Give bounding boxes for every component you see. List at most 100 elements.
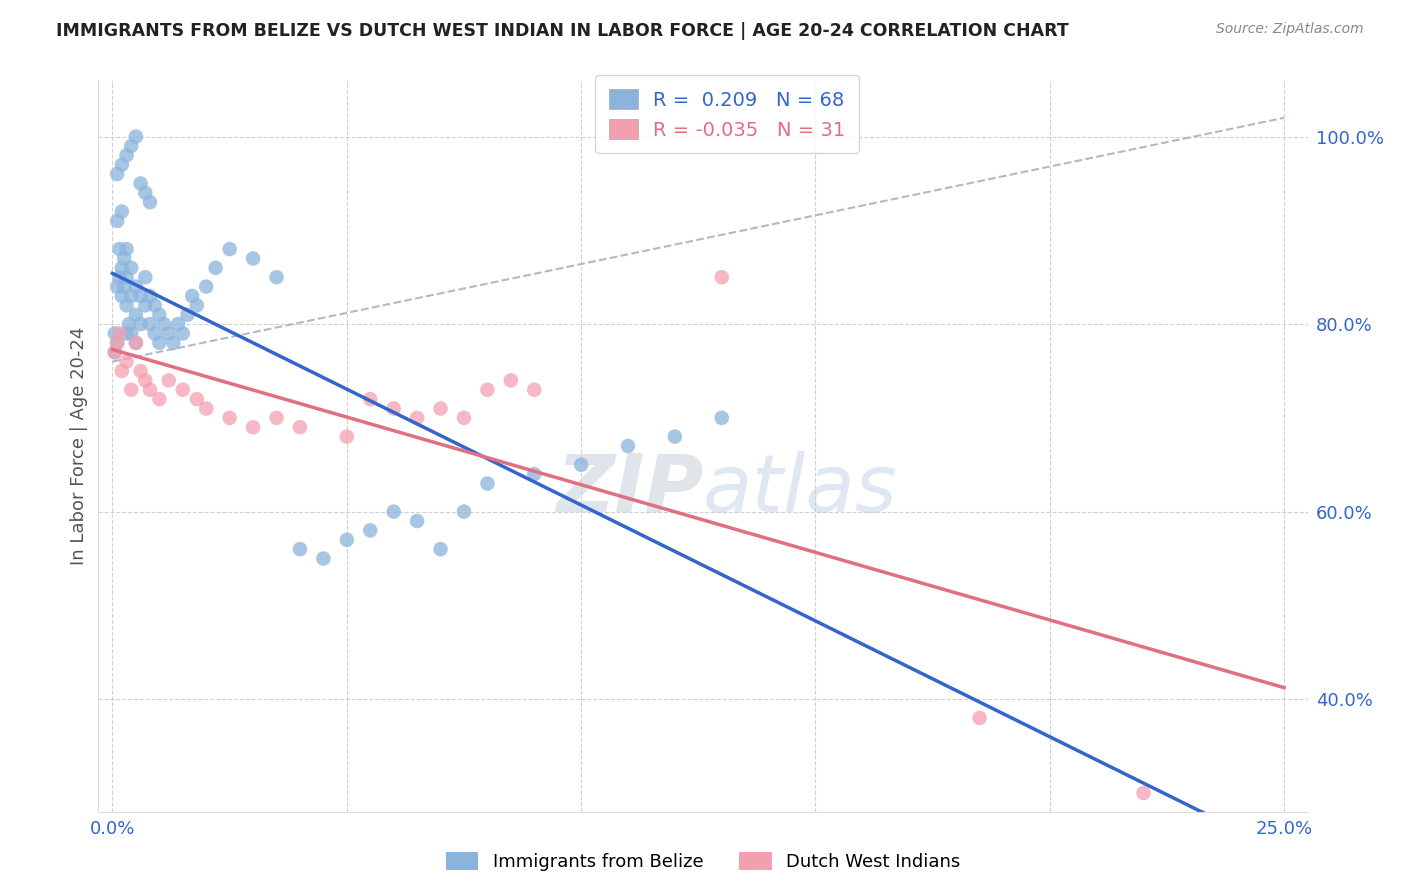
Point [569, 458, 592, 472]
Point [115, 354, 138, 368]
Point [134, 186, 156, 200]
Point [288, 542, 311, 557]
Point [336, 429, 359, 443]
Point [195, 279, 218, 293]
Point [176, 308, 198, 322]
Point [104, 326, 127, 341]
Point [139, 195, 162, 210]
Point [105, 214, 128, 228]
Point [382, 401, 405, 416]
Point [143, 326, 166, 341]
Point [477, 383, 499, 397]
Point [204, 260, 226, 275]
Point [112, 252, 135, 266]
Point [125, 335, 148, 350]
Point [242, 420, 264, 434]
Point [162, 335, 184, 350]
Point [104, 345, 127, 359]
Point [157, 373, 180, 387]
Text: IMMIGRANTS FROM BELIZE VS DUTCH WEST INDIAN IN LABOR FORCE | AGE 20-24 CORRELATI: IMMIGRANTS FROM BELIZE VS DUTCH WEST IND… [56, 22, 1069, 40]
Point [129, 317, 152, 331]
Point [157, 326, 180, 341]
Point [111, 204, 134, 219]
Point [115, 270, 138, 285]
Point [172, 383, 194, 397]
Point [523, 467, 546, 482]
Point [167, 317, 190, 331]
Point [115, 298, 138, 312]
Point [129, 289, 152, 303]
Point [710, 270, 733, 285]
Point [359, 392, 381, 406]
Point [111, 260, 134, 275]
Point [181, 289, 204, 303]
Point [453, 505, 475, 519]
Point [105, 335, 128, 350]
Point [125, 308, 148, 322]
Point [112, 279, 135, 293]
Point [108, 270, 131, 285]
Point [139, 289, 162, 303]
Point [664, 429, 686, 443]
Point [710, 410, 733, 425]
Point [108, 326, 131, 341]
Point [143, 298, 166, 312]
Point [111, 158, 134, 172]
Text: Source: ZipAtlas.com: Source: ZipAtlas.com [1216, 22, 1364, 37]
Point [129, 364, 152, 378]
Point [453, 410, 475, 425]
Point [218, 410, 240, 425]
Text: atlas: atlas [703, 450, 898, 529]
Point [105, 335, 128, 350]
Point [406, 410, 429, 425]
Point [108, 242, 131, 256]
Point [115, 148, 138, 162]
Point [111, 364, 134, 378]
Point [125, 279, 148, 293]
Point [359, 524, 381, 538]
Point [336, 533, 359, 547]
Point [429, 542, 451, 557]
Point [499, 373, 522, 387]
Point [406, 514, 429, 528]
Point [523, 383, 546, 397]
Point [139, 317, 162, 331]
Point [115, 326, 138, 341]
Point [477, 476, 499, 491]
Point [120, 260, 142, 275]
Point [148, 308, 170, 322]
Point [139, 383, 162, 397]
Point [134, 373, 156, 387]
Legend: Immigrants from Belize, Dutch West Indians: Immigrants from Belize, Dutch West India… [439, 845, 967, 879]
Point [195, 401, 218, 416]
Point [312, 551, 335, 566]
Text: ZIP: ZIP [555, 450, 703, 529]
Point [134, 270, 156, 285]
Point [242, 252, 264, 266]
Point [120, 289, 142, 303]
Point [120, 326, 142, 341]
Point [288, 420, 311, 434]
Point [186, 392, 208, 406]
Point [134, 298, 156, 312]
Y-axis label: In Labor Force | Age 20-24: In Labor Force | Age 20-24 [70, 326, 89, 566]
Point [129, 177, 152, 191]
Legend: R =  0.209   N = 68, R = -0.035   N = 31: R = 0.209 N = 68, R = -0.035 N = 31 [595, 75, 859, 153]
Point [617, 439, 640, 453]
Point [105, 167, 128, 181]
Point [120, 139, 142, 153]
Point [118, 317, 141, 331]
Point [148, 335, 170, 350]
Point [266, 270, 288, 285]
Point [104, 345, 127, 359]
Point [186, 298, 208, 312]
Point [111, 289, 134, 303]
Point [105, 279, 128, 293]
Point [1132, 786, 1154, 800]
Point [120, 383, 142, 397]
Point [218, 242, 240, 256]
Point [148, 392, 170, 406]
Point [266, 410, 288, 425]
Point [172, 326, 194, 341]
Point [125, 335, 148, 350]
